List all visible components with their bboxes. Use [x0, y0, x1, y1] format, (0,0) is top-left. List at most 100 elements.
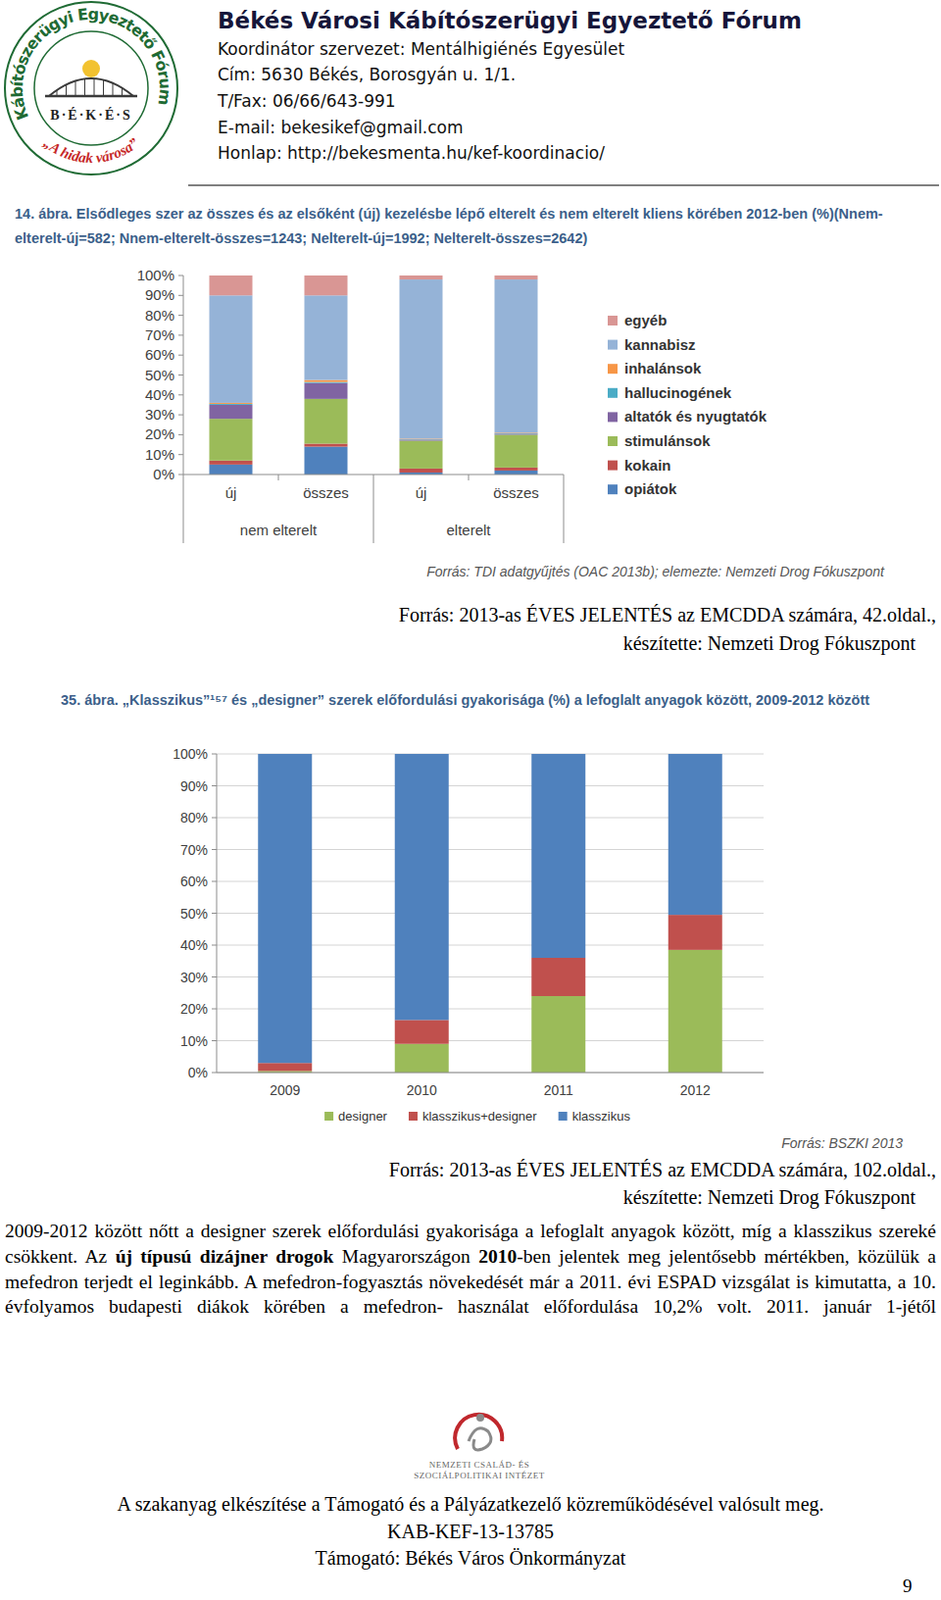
tick-mark	[211, 848, 217, 850]
bar-segment	[399, 439, 444, 441]
category-label: 2009	[269, 1082, 300, 1098]
tick-label: 40%	[145, 386, 175, 403]
x-axis	[216, 1072, 764, 1074]
tick-mark	[211, 753, 217, 755]
tick-label: 80%	[180, 809, 208, 826]
footer-line: Támogató: Békés Város Önkormányzat	[0, 1546, 941, 1570]
logo-bridge-post	[56, 90, 58, 97]
tick-mark	[178, 334, 184, 336]
tick-mark	[211, 817, 217, 819]
bar-segment	[257, 753, 312, 1063]
bar-segment	[304, 295, 348, 380]
bar-segment	[399, 439, 444, 441]
tick-label: 0%	[152, 465, 175, 483]
category-label: új	[225, 484, 238, 501]
tick-label: 60%	[180, 873, 208, 890]
bold-text: új típusú dizájner drogok	[115, 1245, 335, 1267]
legend-label: egyéb	[624, 311, 667, 329]
footer-logo-arc	[454, 1414, 502, 1449]
figure-caption: Forrás: 2013-as ÉVES JELENTÉS az EMCDDA …	[0, 1158, 937, 1182]
bar-segment	[531, 957, 586, 996]
logo-center-text: B·É·K·É·S	[49, 106, 132, 123]
category-label: összes	[302, 484, 349, 501]
tick-label: 20%	[145, 425, 175, 443]
legend-label: stimulánsok	[624, 432, 711, 449]
logo-motto-textpath: „A hidak városa”	[41, 134, 143, 166]
bar-segment	[399, 468, 444, 473]
tick-label: 40%	[180, 937, 208, 953]
logo-bridge-deck	[45, 95, 138, 99]
logo-bridge-post	[84, 78, 86, 97]
group-separator	[373, 474, 375, 544]
tick-label: 100%	[172, 745, 208, 762]
legend-label: kokain	[624, 456, 672, 474]
bar-segment	[209, 404, 253, 419]
logo-ring-text: Kábítószerügyi Egyeztető Fórum	[7, 4, 176, 123]
tick-label: 30%	[145, 405, 175, 423]
chart-title: 35. ábra. „Klasszikus”¹⁵⁷ és „designer” …	[60, 689, 904, 711]
legend-label: kannabisz	[624, 336, 696, 353]
bar-segment	[495, 432, 539, 434]
footer-logo-swirl	[468, 1428, 492, 1450]
bar-segment	[304, 382, 348, 384]
page: Kábítószerügyi Egyeztető Fórum „A hidak v…	[0, 0, 941, 1600]
legend-swatch	[607, 484, 618, 495]
chart: 0%10%20%30%40%50%60%70%80%90%100%2009201…	[172, 745, 903, 1151]
tick-mark	[178, 295, 184, 297]
tick-label: 50%	[145, 366, 175, 384]
tick-mark	[211, 912, 217, 914]
group-separator	[563, 474, 565, 544]
logo-outer	[4, 1, 178, 175]
bar-segment	[257, 1062, 312, 1071]
tick-mark	[178, 414, 184, 416]
tick-label: 0%	[188, 1064, 208, 1081]
logo-bridge-post	[102, 80, 104, 97]
category-label: 2011	[544, 1082, 574, 1098]
bar-segment	[209, 402, 253, 404]
legend-label: klasszikus+designer	[422, 1108, 538, 1124]
bar-segment	[209, 464, 253, 475]
figure-caption: készítette: Nemzeti Drog Fókuszpont	[0, 1186, 916, 1209]
logo-bridge-post	[75, 80, 77, 97]
bar-segment	[304, 444, 348, 447]
bar-segment	[209, 460, 253, 465]
logo-motto: „A hidak városa”	[41, 134, 143, 166]
legend-swatch	[558, 1111, 568, 1121]
category-group-label: nem elterelt	[240, 521, 318, 539]
bar-segment	[531, 995, 586, 1073]
bar-segment	[209, 403, 253, 405]
header-line: E-mail: bekesikef@gmail.com	[217, 117, 464, 138]
logo-bridge-post	[112, 83, 114, 97]
header-line: Cím: 5630 Békés, Borosgyán u. 1/1.	[217, 64, 516, 85]
source-note: Forrás: TDI adatgyűjtés (OAC 2013b); ele…	[426, 563, 886, 580]
text-run: Magyarországon	[333, 1245, 479, 1267]
tick-mark	[178, 474, 184, 476]
category-label: új	[415, 484, 428, 501]
legend-label: klasszikus	[572, 1108, 632, 1124]
legend-label: hallucinogének	[624, 384, 733, 401]
legend-swatch	[607, 388, 618, 398]
legend-swatch	[607, 363, 618, 374]
footer-logo-text: SZOCIÁLPOLITIKAI INTÉZET	[413, 1470, 545, 1481]
chart: 0%10%20%30%40%50%60%70%80%90%100%újössze…	[137, 266, 886, 580]
bar-segment	[668, 949, 723, 1073]
bar-segment	[495, 275, 539, 280]
legend-label: altatók és nyugtatók	[624, 407, 768, 425]
bar-segment	[304, 446, 348, 475]
tick-mark	[178, 354, 184, 356]
page-number: 9	[902, 1575, 913, 1597]
y-axis	[216, 753, 218, 1073]
category-label: 2010	[406, 1082, 438, 1098]
chart-title: 14. ábra. Elsődleges szer az összes és a…	[14, 201, 902, 251]
bar-segment	[395, 1043, 449, 1073]
category-tick	[468, 474, 470, 481]
tick-mark	[211, 976, 217, 978]
tick-label: 10%	[145, 445, 175, 463]
source-note: Forrás: BSZKI 2013	[781, 1135, 903, 1151]
logo-bridge-post	[94, 78, 96, 97]
category-tick	[278, 474, 280, 481]
group-separator	[183, 474, 185, 544]
legend-swatch	[324, 1111, 334, 1121]
bar-segment	[668, 914, 723, 950]
tick-label: 20%	[180, 1000, 208, 1017]
